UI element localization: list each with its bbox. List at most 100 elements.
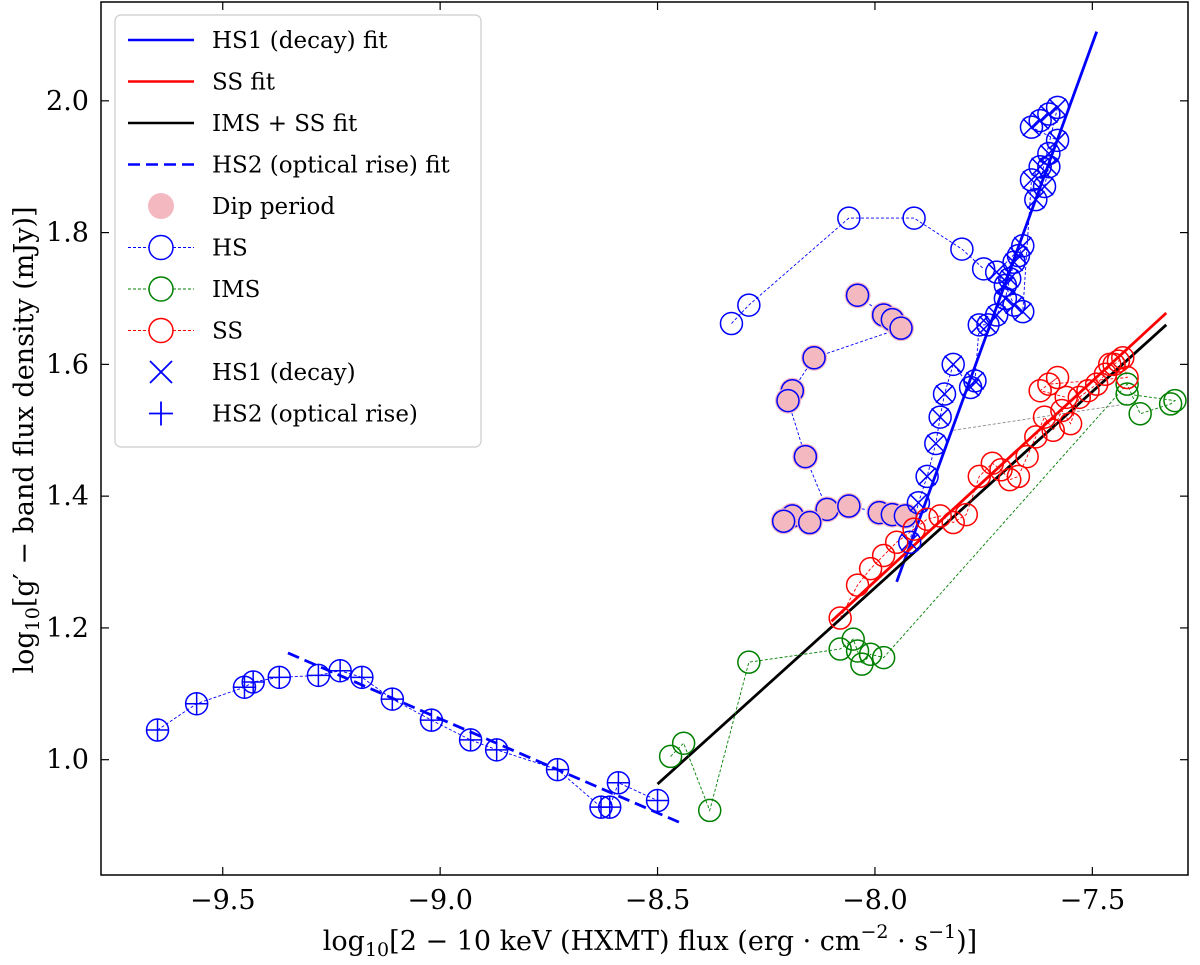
data-point [837, 206, 861, 230]
data-point [963, 369, 987, 393]
legend-label: HS2 (optical rise) fit [212, 153, 451, 179]
data-point [597, 795, 622, 819]
marker-circle [1050, 398, 1074, 423]
data-point [380, 687, 405, 711]
marker-circle [1163, 388, 1187, 413]
dip-highlight [888, 315, 915, 342]
data-point [1115, 372, 1139, 396]
data-point [545, 757, 570, 782]
data-point [1067, 385, 1092, 410]
marker-circle [871, 645, 896, 670]
data-point [976, 313, 1000, 337]
data-point [980, 451, 1005, 475]
marker-circle [737, 650, 761, 674]
data-point [984, 260, 1009, 284]
x-tick-label: −8.5 [625, 885, 691, 916]
marker-circle [1054, 385, 1079, 410]
data-point [845, 573, 870, 597]
data-point [928, 405, 952, 429]
marker-circle [1041, 418, 1065, 443]
marker-circle [1037, 154, 1061, 179]
marker-circle [1006, 243, 1031, 268]
marker-x-b [926, 434, 945, 453]
data-point [897, 530, 922, 555]
data-point [1019, 168, 1044, 192]
y-tick-label: 2.0 [46, 86, 89, 117]
marker-circle [845, 639, 870, 663]
legend-swatch [148, 193, 174, 219]
data-point [850, 652, 874, 676]
data-point [1045, 128, 1070, 153]
data-point [858, 642, 883, 667]
legend-frame [114, 14, 482, 448]
marker-circle [1076, 378, 1100, 403]
plot-area: −9.5 −9.0 −8.5 −8.0 −7.5 1.0 1.2 1.4 1.6 1.8 2.0 [46, 1, 1189, 916]
x-axis-ticks: −9.5 −9.0 −8.5 −8.0 −7.5 [190, 2, 1125, 916]
data-point [1045, 95, 1070, 120]
marker-circle [1158, 392, 1183, 416]
marker-circle [993, 273, 1018, 298]
data-point [950, 237, 974, 261]
data-point [1045, 365, 1070, 390]
axes-frame [100, 1, 1189, 876]
data-point [1076, 378, 1100, 403]
data-point [419, 708, 444, 732]
marker-circle [1115, 372, 1139, 396]
legend-label: SS [212, 319, 243, 345]
marker-x-b [944, 355, 963, 374]
data-point [267, 665, 292, 690]
marker-circle [776, 388, 800, 413]
legend-item: SS fit [128, 70, 276, 96]
data-point [884, 530, 909, 555]
marker-circle [941, 352, 965, 377]
marker-circle [771, 509, 796, 533]
marker-circle [658, 744, 683, 769]
data-point [871, 645, 896, 670]
legend-label: Dip period [212, 194, 335, 220]
marker-circle [1045, 365, 1070, 390]
marker-x-b [1013, 236, 1032, 255]
marker-circle [671, 731, 696, 755]
legend-item: HS2 (optical rise) fit [128, 153, 451, 179]
marker-circle [737, 293, 761, 317]
data-point [328, 659, 352, 683]
marker-x-b [1039, 157, 1058, 176]
data-point [774, 387, 801, 414]
data-point [1115, 365, 1139, 390]
marker-circle [980, 451, 1005, 475]
marker-circle [989, 458, 1013, 482]
marker-x-b [1031, 157, 1050, 176]
data-point [828, 606, 852, 630]
marker-circle [884, 530, 909, 555]
marker-circle [1045, 95, 1070, 120]
marker-x-b [996, 276, 1015, 295]
legend-item: IMS [128, 276, 260, 303]
marker-x-b [931, 407, 950, 427]
marker-x-b [935, 384, 954, 404]
marker-circle [858, 556, 883, 581]
marker-x-b [1013, 302, 1032, 321]
marker-circle [1028, 154, 1052, 179]
marker-x-b [970, 315, 989, 334]
fit-line [287, 651, 680, 824]
x-axis-title: log10[2 − 10 keV (HXMT) flux (erg · cm−2… [323, 921, 977, 961]
data-point [801, 344, 828, 371]
marker-circle [1115, 382, 1139, 406]
data-point [915, 507, 939, 531]
marker-circle [697, 798, 722, 823]
y-tick-label: 1.2 [46, 613, 89, 644]
data-point [871, 543, 896, 568]
data-point [1037, 154, 1061, 179]
data-point [1054, 385, 1079, 410]
data-point [1102, 352, 1126, 377]
dip-highlight [835, 493, 862, 520]
legend-item: HS1 (decay) [149, 360, 356, 386]
data-point [241, 670, 265, 694]
marker-x-b [909, 493, 928, 512]
y-axis-ticks: 1.0 1.2 1.4 1.6 1.8 2.0 [46, 86, 1188, 776]
data-point [484, 738, 509, 762]
data-point [967, 313, 992, 337]
marker-circle [915, 464, 939, 489]
fit-line [830, 311, 1168, 623]
marker-circle [1067, 385, 1092, 410]
